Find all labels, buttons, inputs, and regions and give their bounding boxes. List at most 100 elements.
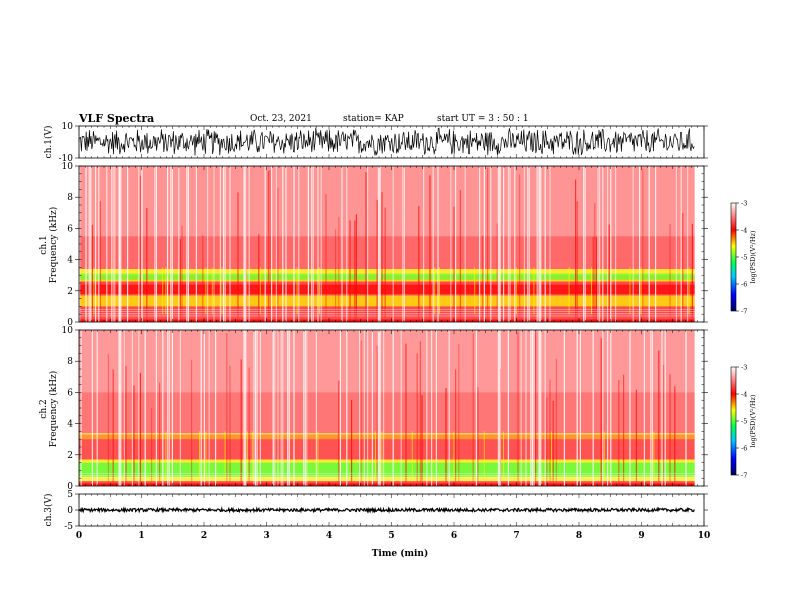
ch3-waveform-trace [78,506,695,514]
ch1-spectrogram-ylabel-top: ch.1 [39,235,49,254]
spectrogram-streak [429,175,431,322]
spectrogram-streak [549,379,551,486]
spectrogram-streak [282,330,284,486]
spectrogram-streak [200,330,202,486]
spectrogram-streak [106,166,108,322]
spectrogram-streak [114,166,116,322]
x-tick-label: 4 [326,531,332,541]
spectrogram-streak [207,166,209,322]
spectrogram-band [79,166,695,237]
spectrogram-streak [88,166,90,322]
spectrogram-streak [448,330,450,486]
spectrogram-streak [223,166,225,322]
spectrogram-streak [202,235,204,322]
spectrogram-streak [392,166,394,322]
spectrogram-streak [663,364,665,486]
spectrogram-streak [296,267,298,315]
spectrogram-streak [655,166,657,322]
spectrogram-streak [248,367,250,486]
spectrogram-streak [355,214,357,322]
spectrogram-streak [632,166,634,322]
spectrogram-streak [229,365,231,486]
spectrogram-streak [643,330,645,486]
spectrogram-streak [533,267,535,315]
spectrogram-streak [277,187,279,322]
spectrogram-streak [629,267,631,315]
x-tick-label: 2 [201,531,207,541]
spectrogram-streak [325,194,327,322]
spectrogram-band [79,481,695,486]
spectrogram-streak [317,166,319,322]
spectrogram-streak [419,341,421,486]
spectrogram-streak [384,207,386,322]
spectrogram-streak [155,330,157,486]
spectrogram-streak [303,330,305,486]
spectrogram-streak [595,236,597,322]
x-tick-label: 5 [388,531,394,541]
spectrogram-streak [349,220,351,322]
spectrogram-streak [376,199,378,322]
spectrogram-streak [642,169,644,322]
spectrogram-streak [519,174,521,322]
colorbar-tick-label: -5 [741,418,747,426]
spectrogram-streak [125,366,127,486]
spectrogram-streak [259,267,261,315]
y-tick-label: 10 [62,122,74,132]
spectrogram-streak [141,166,143,322]
spectrogram-band [79,317,695,322]
spectrogram-streak [319,267,320,315]
spectrogram-streak [661,330,663,486]
spectrogram-streak [551,431,552,479]
spectrogram-streak [450,166,452,322]
spectrogram-streak [338,216,340,322]
spectrogram-streak [520,330,522,486]
spectrogram-streak [464,166,466,322]
colorbar-tick-label: -6 [741,281,747,289]
y-tick-label: 0 [67,506,73,516]
spectrogram-streak [615,166,617,322]
spectrogram-streak [507,330,509,486]
spectrogram-streak [487,167,489,322]
x-tick-label: 6 [451,531,457,541]
spectrogram-streak [98,166,100,322]
spectrogram-band [79,433,695,440]
spectrogram-streak [320,166,322,322]
spectrogram-band [79,434,695,460]
spectrogram-streak [648,166,650,322]
spectrogram-streak [602,166,604,322]
spectrogram-streak [381,192,383,322]
spectrogram-streak [400,330,402,486]
spectrogram-streak [592,330,594,486]
spectrogram-streak [205,267,207,315]
spectrogram-streak [579,330,581,486]
spectrogram-streak [458,343,460,486]
spectrogram-streak [607,166,609,322]
spectrogram-streak [680,166,682,322]
spectrogram-streak [610,166,612,322]
spectrogram-streak [371,330,373,486]
colorbar-tick-label: -7 [741,308,747,316]
spectrogram-streak [669,223,671,322]
spectrogram-streak [514,166,516,322]
spectrogram-streak [618,379,620,486]
spectrogram-streak [208,330,210,486]
spectrogram-streak [203,330,205,486]
spectrogram-streak [255,330,257,486]
spectrogram-streak [341,166,343,322]
spectrogram-streak [528,166,530,322]
ch2-spectrogram [79,330,695,486]
spectrogram-streak [243,330,247,486]
spectrogram-streak [133,385,135,486]
spectrogram-streak [544,330,546,486]
spectrogram-streak [191,359,193,486]
spectrogram-streak [392,330,394,486]
spectrogram-streak [525,330,527,486]
spectrogram-streak [312,166,314,322]
spectrogram-streak [127,166,129,322]
spectrogram-streak [275,166,277,322]
spectrogram-streak [599,166,601,322]
spectrogram-streak [674,386,676,486]
spectrogram-streak [165,431,167,479]
ch1-colorbar-gradient [730,202,737,312]
